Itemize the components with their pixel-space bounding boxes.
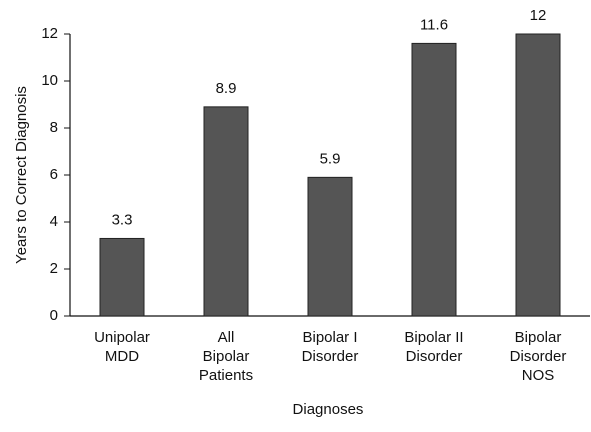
y-tick-label: 4 [50, 213, 58, 230]
data-label: 12 [530, 7, 547, 24]
y-tick-label: 0 [50, 307, 58, 324]
data-label: 3.3 [112, 211, 133, 228]
y-tick-label: 12 [41, 25, 58, 42]
data-label: 5.9 [320, 150, 341, 167]
x-tick-label: All Bipolar Patients [198, 329, 254, 384]
x-axis-title: Diagnoses [293, 401, 364, 418]
y-tick-label: 8 [50, 119, 58, 136]
data-label: 8.9 [216, 80, 237, 97]
bar [411, 42, 457, 317]
y-tick-label: 6 [50, 166, 58, 183]
x-tick-label: Bipolar Disorder NOS [509, 329, 567, 384]
y-tick-label: 2 [50, 260, 58, 277]
x-tick-label: Unipolar MDD [94, 329, 150, 365]
bar [515, 33, 561, 317]
y-axis-title: Years to Correct Diagnosis [13, 86, 30, 264]
x-tick-label: Bipolar II Disorder [404, 329, 464, 365]
data-label: 11.6 [420, 16, 448, 33]
bar [307, 176, 353, 317]
bar [203, 106, 249, 317]
bar [99, 237, 145, 317]
y-tick-label: 10 [41, 72, 58, 89]
x-tick-label: Bipolar I Disorder [301, 329, 359, 365]
